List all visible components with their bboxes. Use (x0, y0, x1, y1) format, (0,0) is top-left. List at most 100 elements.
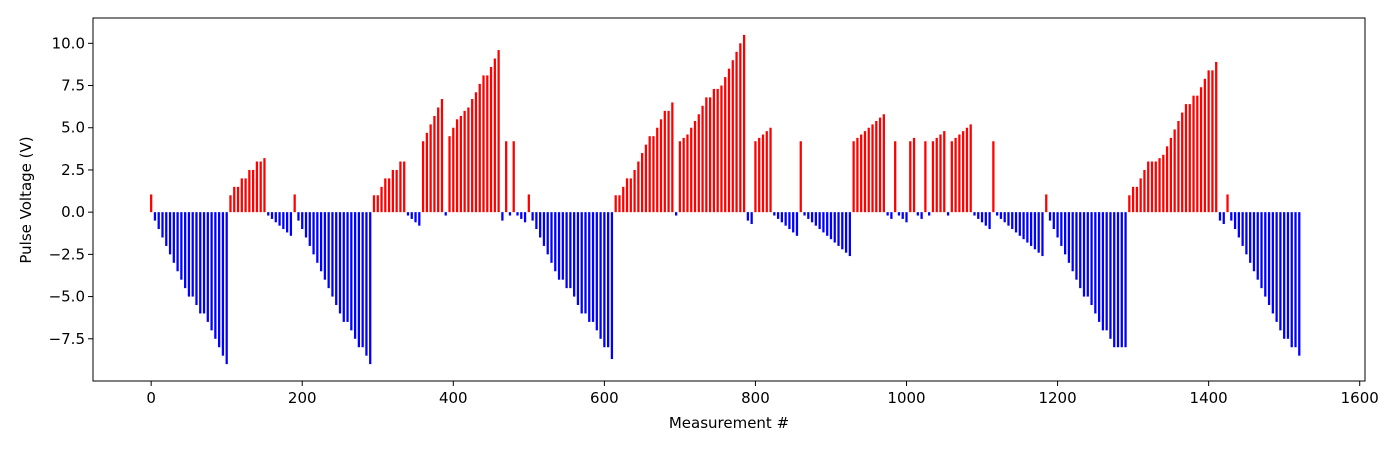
bar (512, 141, 515, 213)
bar (1143, 169, 1146, 213)
bar (1165, 146, 1169, 213)
bar (652, 136, 655, 213)
x-tick-label: 400 (439, 389, 468, 407)
bar (573, 212, 576, 297)
bar (1094, 212, 1097, 314)
bar (463, 110, 466, 213)
bar (297, 212, 300, 221)
bar (1128, 195, 1131, 213)
bar (467, 107, 470, 213)
bar (550, 212, 553, 263)
bar (863, 131, 867, 213)
bar (323, 212, 327, 280)
bar (437, 107, 440, 213)
bar (486, 75, 489, 213)
bar (939, 134, 942, 213)
bar (742, 34, 746, 213)
bar (992, 141, 995, 213)
bar (603, 212, 606, 348)
bar (252, 169, 255, 213)
bar (1063, 212, 1067, 255)
bar (267, 212, 270, 216)
bar (878, 117, 882, 213)
bar (338, 212, 342, 314)
bar (1147, 161, 1150, 213)
bar (958, 134, 961, 213)
bar (210, 212, 213, 331)
bar (1275, 212, 1278, 322)
bar (285, 212, 289, 233)
bar (946, 212, 950, 216)
bar (882, 114, 885, 213)
bar (414, 212, 417, 223)
bar (565, 212, 568, 289)
bar (1215, 61, 1218, 213)
bar (1207, 70, 1210, 213)
bar (909, 141, 912, 213)
bar (950, 141, 953, 213)
bar (282, 212, 285, 230)
bar (1014, 212, 1018, 233)
bar (792, 212, 795, 233)
bar (195, 212, 198, 306)
bar (1230, 212, 1233, 221)
bar (727, 68, 731, 213)
bar (916, 212, 919, 216)
bar (1222, 212, 1225, 224)
x-axis-label: Measurement # (669, 414, 789, 432)
bar (1060, 212, 1063, 246)
bar (788, 212, 791, 230)
bar (508, 212, 512, 216)
bar (184, 212, 187, 289)
bar (705, 97, 708, 213)
bar (218, 212, 221, 348)
bar (780, 212, 784, 223)
bar (784, 212, 787, 226)
y-tick-label: −7.5 (49, 330, 85, 348)
bar (803, 212, 806, 216)
bar (489, 66, 493, 213)
bar (920, 212, 923, 219)
bar (161, 212, 164, 238)
bar (931, 141, 935, 213)
bar (988, 212, 991, 230)
bar (682, 137, 685, 213)
bar (459, 115, 462, 213)
bar (1271, 212, 1274, 314)
bar (1150, 161, 1154, 213)
bar (448, 136, 451, 213)
bar (860, 134, 863, 213)
y-tick-label: −5.0 (49, 288, 85, 306)
bar (444, 212, 447, 216)
bar (977, 212, 980, 219)
bar (595, 212, 598, 331)
bar (221, 212, 225, 356)
x-tick-label: 800 (741, 389, 770, 407)
bar (1298, 212, 1301, 356)
bar (150, 194, 153, 213)
bar (399, 161, 402, 213)
bar (965, 127, 969, 213)
bar (353, 212, 357, 339)
bar (1203, 78, 1206, 213)
bar (1022, 212, 1025, 240)
bar (1079, 212, 1082, 289)
bar (648, 136, 651, 213)
bar (731, 60, 734, 213)
bar (614, 195, 617, 213)
bar (1260, 212, 1263, 289)
bar (240, 178, 243, 213)
bar (376, 195, 379, 213)
bar (1158, 158, 1161, 213)
bar (1113, 212, 1116, 348)
bar (342, 212, 345, 322)
bar (391, 169, 395, 213)
bar (452, 127, 455, 213)
bar (301, 212, 304, 230)
bar (814, 212, 817, 226)
bar (1120, 212, 1123, 348)
bar (1086, 212, 1089, 297)
bar (403, 161, 406, 213)
bar (425, 132, 428, 213)
bar (1283, 212, 1286, 339)
